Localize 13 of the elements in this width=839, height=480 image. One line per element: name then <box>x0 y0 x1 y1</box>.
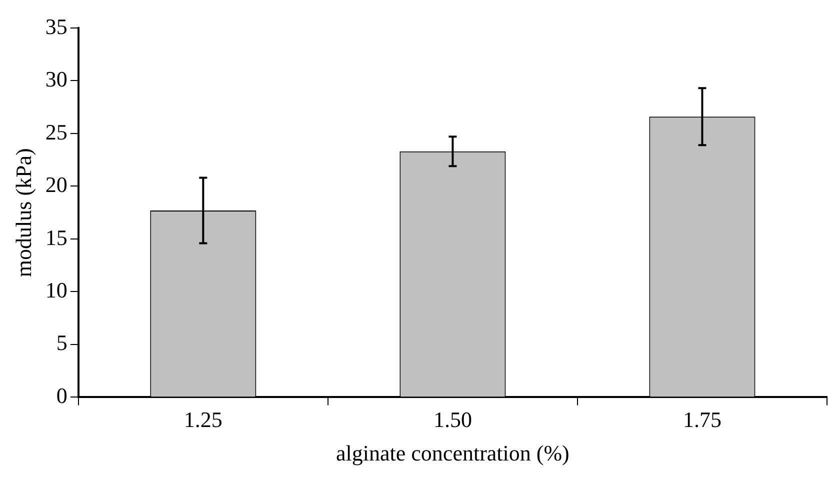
x-axis-title: alginate concentration (%) <box>336 440 570 466</box>
y-tick-label: 15 <box>45 224 68 250</box>
y-tick-label: 30 <box>45 66 68 92</box>
y-tick-label: 0 <box>56 382 68 408</box>
x-tick-label: 1.75 <box>682 407 722 432</box>
y-axis-title: modulus (kPa) <box>10 148 36 278</box>
y-tick-label: 35 <box>45 14 68 39</box>
x-tick-label: 1.50 <box>433 407 472 432</box>
y-tick-label: 20 <box>45 172 68 198</box>
y-tick-label: 10 <box>45 277 68 302</box>
y-tick-label: 25 <box>45 119 68 144</box>
y-tick-label: 5 <box>56 330 68 356</box>
x-tick-label: 1.25 <box>184 407 222 432</box>
